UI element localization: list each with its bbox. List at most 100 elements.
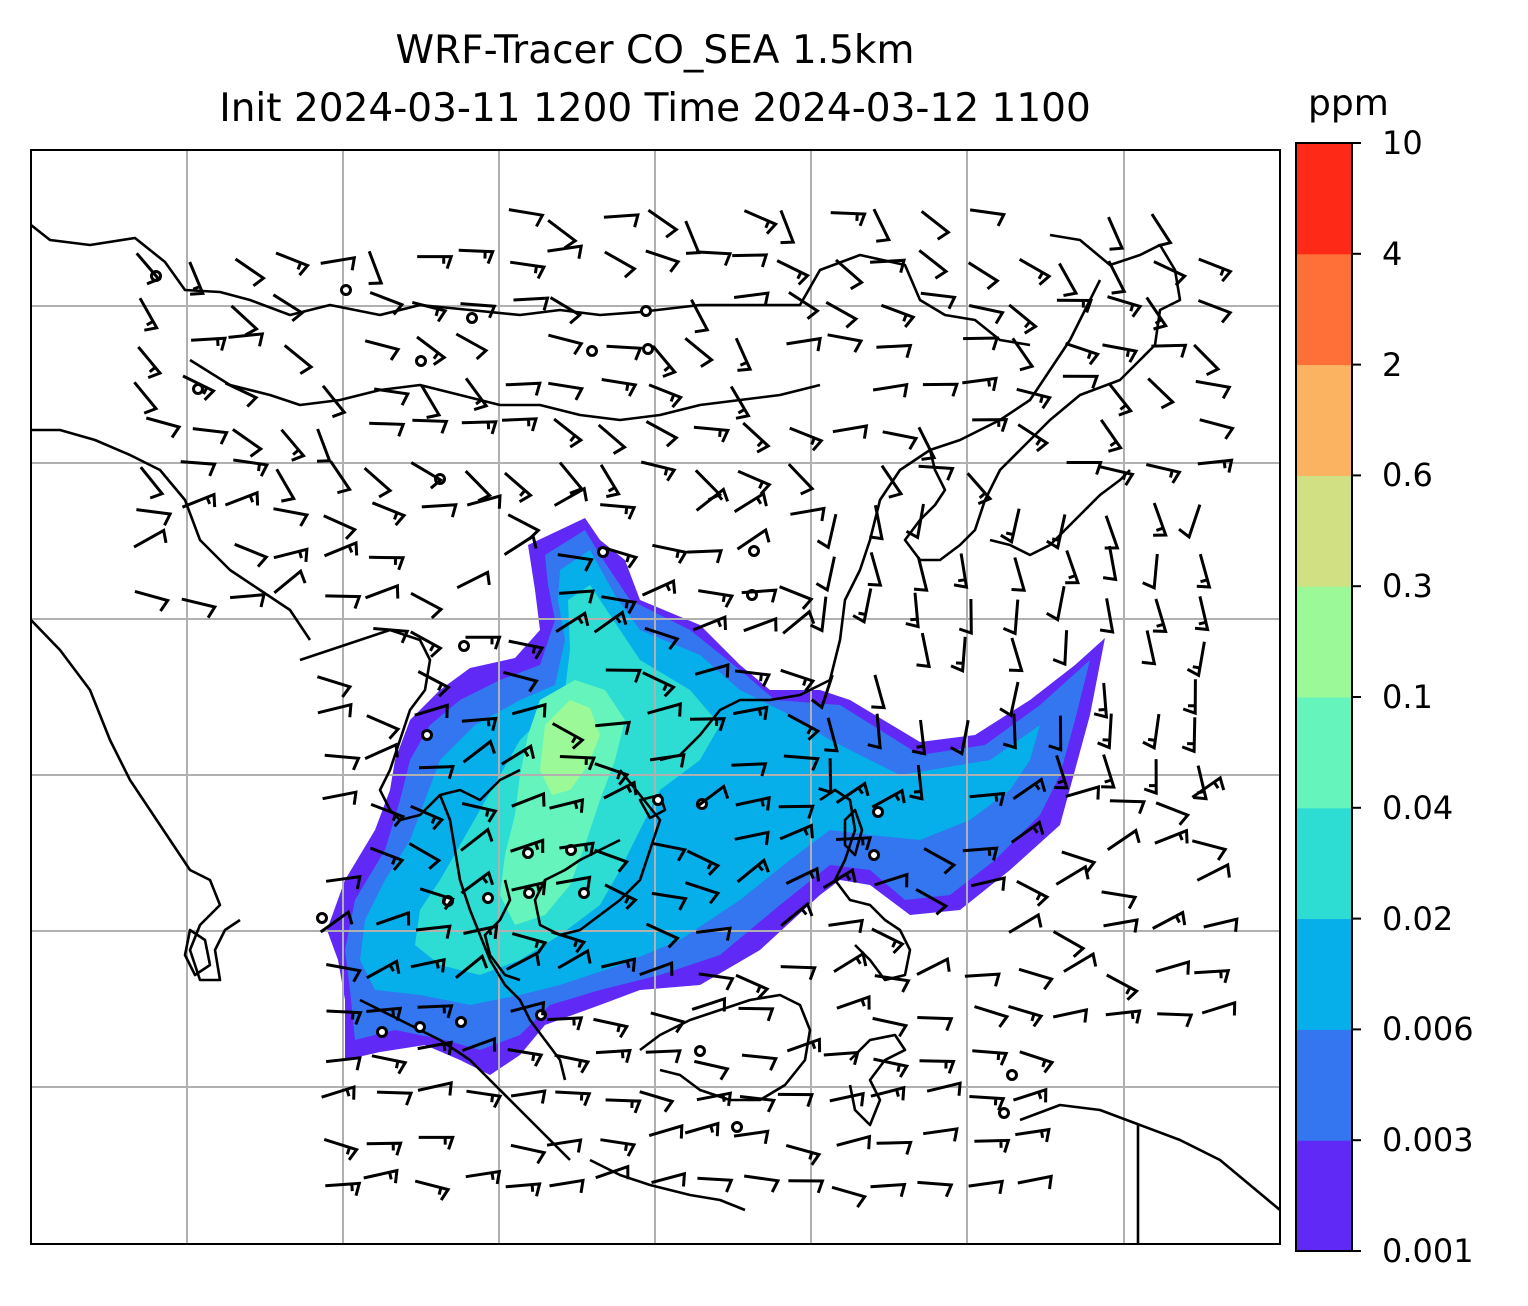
wind-barb [553, 486, 588, 507]
wind-barb [785, 866, 820, 885]
wind-barb [810, 674, 834, 710]
wind-barb [870, 1085, 906, 1101]
wind-barb [1048, 715, 1063, 752]
wind-barb [416, 335, 447, 366]
wind-barb [321, 384, 347, 419]
wind-barb [650, 1011, 686, 1034]
border-china-mongolia [189, 358, 821, 422]
wind-barb [364, 583, 400, 600]
wind-barb [869, 504, 884, 541]
wind-barb [505, 1182, 542, 1197]
wind-barb [231, 428, 264, 458]
wind-barb [696, 250, 733, 267]
wind-barb [600, 503, 637, 520]
wind-barb [511, 702, 547, 718]
wind-barb [280, 428, 307, 462]
wind-barb [950, 636, 967, 673]
wind-barb [1065, 784, 1101, 800]
wind-barb [461, 1036, 497, 1052]
wind-barb [604, 250, 637, 279]
wind-barb [738, 1006, 775, 1022]
wind-barb [323, 514, 358, 540]
station-marker [523, 887, 535, 899]
wind-barb [510, 1089, 547, 1104]
wind-barb [815, 556, 836, 593]
wind-barb [916, 956, 951, 976]
wind-barb [809, 596, 828, 633]
wind-barb [559, 755, 597, 771]
wind-barb [871, 927, 905, 955]
wind-barb [275, 251, 311, 277]
wind-barb [736, 857, 770, 883]
wind-barb [780, 965, 817, 981]
wind-barb [872, 1016, 909, 1038]
colorbar-tick-label: 0.001 [1382, 1232, 1474, 1270]
wind-barb [786, 336, 822, 352]
wind-barb [874, 974, 911, 993]
wind-barb [188, 261, 205, 296]
wind-barb [693, 1059, 730, 1081]
wind-barb [1016, 387, 1053, 410]
wind-barb [1109, 799, 1147, 815]
wind-barb [1066, 461, 1103, 475]
station-marker [1006, 1069, 1018, 1081]
wind-barb [464, 470, 493, 503]
station-marker [415, 355, 427, 367]
station-marker [376, 1026, 388, 1038]
wind-barb [696, 926, 732, 941]
wind-barb [224, 490, 260, 507]
wind-barb [605, 1098, 642, 1114]
colorbar-segment [1296, 253, 1352, 366]
station-marker [414, 1021, 426, 1033]
wind-barb [874, 872, 909, 888]
wind-barb [547, 219, 578, 250]
wind-barb [1016, 879, 1050, 907]
coast-sumatra [359, 998, 571, 1161]
wind-barb [1008, 1004, 1044, 1028]
wind-barb [736, 527, 771, 551]
wind-barb [1052, 1007, 1089, 1023]
wind-barb [461, 420, 498, 435]
coast-north-china-russia [31, 223, 1031, 347]
wind-barb [321, 1084, 356, 1100]
wind-barb [918, 249, 949, 280]
wind-barb [134, 589, 171, 612]
wind-barb [375, 910, 411, 926]
wind-barb [1010, 820, 1045, 844]
wind-barb [411, 300, 448, 323]
wind-barb [734, 830, 770, 846]
station-marker [455, 1016, 467, 1028]
wind-barb [689, 717, 727, 732]
wind-barb [779, 585, 814, 610]
wind-barb [964, 972, 1001, 987]
wind-barb [460, 870, 495, 895]
map-frame [30, 149, 1281, 1245]
wind-barb [323, 540, 359, 558]
wind-barb [1101, 890, 1138, 910]
wind-barb [1063, 951, 1098, 973]
wind-barb [779, 209, 796, 245]
station-marker [694, 1045, 706, 1057]
coast-bay-of-bengal [31, 619, 241, 982]
wind-barb [684, 337, 715, 368]
station-marker [748, 545, 760, 557]
wind-barb [601, 378, 638, 397]
coast-sulawesi [848, 1033, 907, 1127]
wind-barb [694, 662, 730, 678]
wind-barb [790, 506, 826, 522]
wind-barb [1002, 599, 1020, 636]
wind-barb [414, 703, 449, 719]
wind-barb [911, 719, 927, 756]
wind-barb [559, 841, 595, 856]
wind-barb [364, 339, 401, 361]
wind-barb [421, 503, 458, 518]
wind-barb [316, 428, 332, 463]
wind-barb [828, 918, 865, 934]
wind-barb [1182, 679, 1197, 716]
colorbar-tick-label: 0.3 [1382, 567, 1433, 606]
wind-barb [735, 973, 770, 1000]
wind-barb [909, 764, 924, 801]
colorbar-tick-label: 0.02 [1382, 899, 1454, 938]
wind-barb [508, 208, 545, 228]
wind-barb [1194, 968, 1231, 984]
